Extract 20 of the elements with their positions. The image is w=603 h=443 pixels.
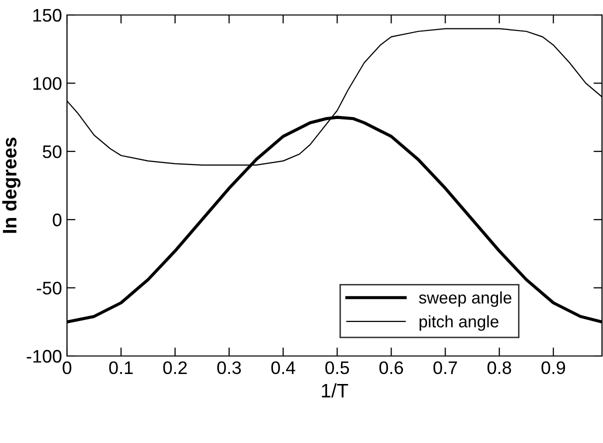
y-tick-label: 50 [42, 145, 62, 158]
legend-label: sweep angle [418, 291, 512, 307]
y-tick-label: 150 [33, 8, 62, 22]
legend-label: pitch angle [420, 315, 498, 331]
x-tick-label: 0.6 [379, 361, 403, 374]
x-axis-title: 1/T [322, 383, 348, 398]
x-tick-label: 0.4 [271, 361, 296, 374]
x-tick-label: 0.9 [542, 361, 566, 374]
y-axis-title: In degrees [2, 138, 20, 233]
y-tick-label: -50 [36, 282, 62, 295]
x-tick-label: 0.1 [109, 361, 133, 374]
x-tick-label: 0.2 [163, 361, 187, 374]
x-tick-label: 0.5 [325, 361, 349, 374]
x-tick-label: 0 [62, 361, 72, 374]
x-tick-label: 0.8 [487, 361, 512, 374]
x-tick-label: 0.7 [433, 361, 457, 374]
y-tick-label: 100 [33, 77, 62, 90]
y-tick-label: -100 [26, 350, 62, 363]
y-tick-label: 0 [52, 214, 62, 226]
x-tick-label: 0.3 [217, 361, 241, 374]
